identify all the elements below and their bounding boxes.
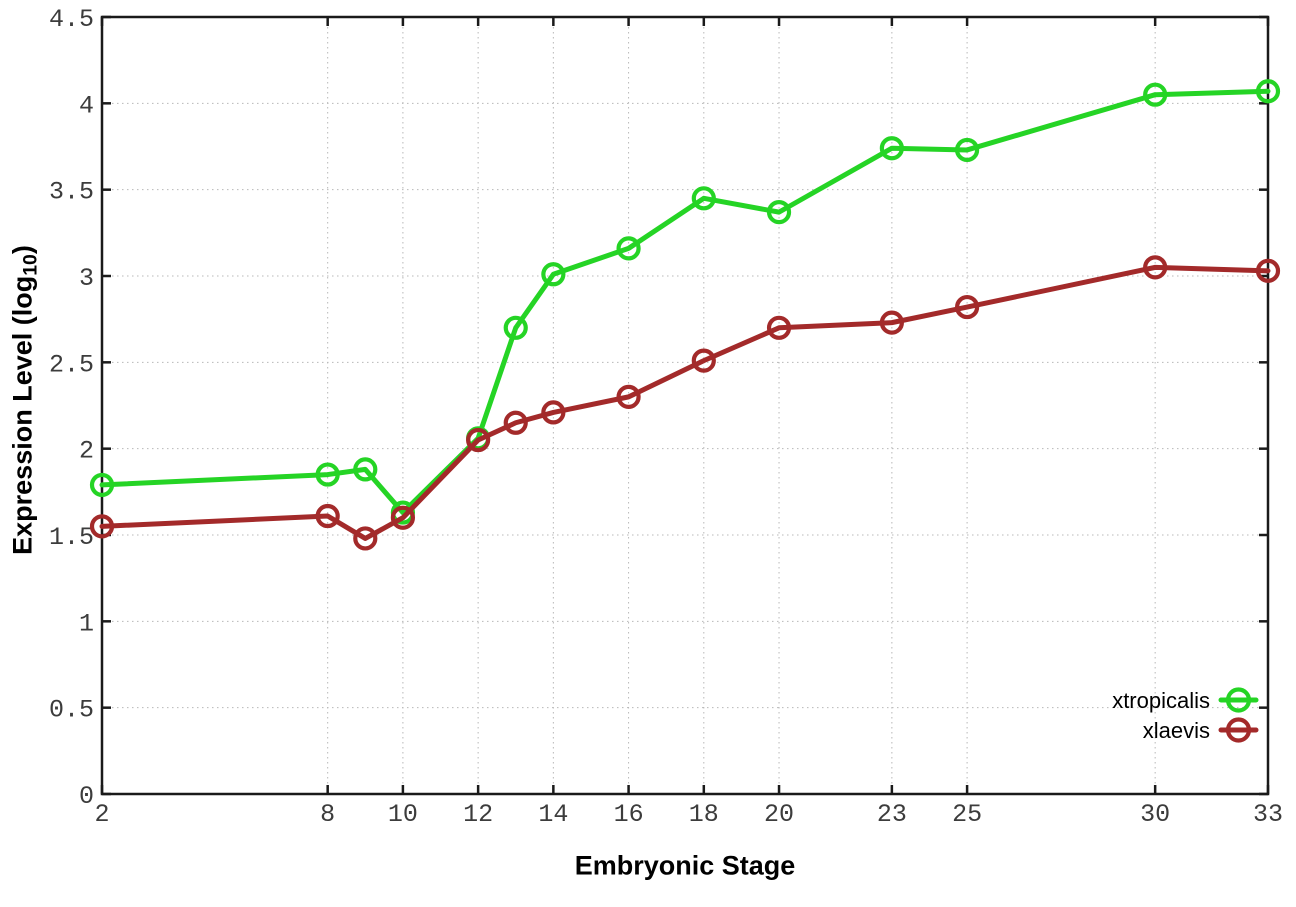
legend-label-xtropicalis: xtropicalis bbox=[1112, 688, 1210, 713]
data-point-xlaevis-18 bbox=[691, 348, 716, 373]
x-tick-label-20: 20 bbox=[764, 800, 794, 829]
data-point-xtropicalis-20 bbox=[766, 200, 792, 225]
y-tick-label-2: 2 bbox=[79, 437, 94, 466]
data-point-xtropicalis-14 bbox=[541, 262, 566, 287]
y-axis-title-text: Expression Level (log bbox=[7, 275, 38, 555]
y-axis-title-subscript: 10 bbox=[19, 254, 42, 276]
legend-sample-marker-xtropicalis bbox=[1225, 687, 1252, 713]
x-tick-label-12: 12 bbox=[463, 800, 493, 829]
data-point-xlaevis-8 bbox=[315, 503, 340, 529]
legend-label-xlaevis: xlaevis bbox=[1143, 718, 1210, 743]
x-tick-label-30: 30 bbox=[1140, 800, 1170, 829]
series-line-xtropicalis bbox=[99, 88, 1271, 516]
x-tick-label-8: 8 bbox=[320, 800, 335, 829]
data-point-xtropicalis-33 bbox=[1255, 79, 1281, 104]
data-point-xtropicalis-18 bbox=[691, 186, 716, 211]
data-point-xtropicalis-30 bbox=[1143, 82, 1168, 107]
data-point-xtropicalis-9 bbox=[353, 457, 378, 482]
data-point-xlaevis-9 bbox=[353, 526, 378, 551]
y-tick-label-3: 3 bbox=[79, 264, 94, 293]
x-tick-label-10: 10 bbox=[388, 800, 418, 829]
data-point-xlaevis-16 bbox=[616, 384, 641, 409]
x-tick-label-33: 33 bbox=[1253, 800, 1283, 829]
series-line-xlaevis bbox=[99, 264, 1271, 541]
x-tick-label-25: 25 bbox=[952, 800, 982, 829]
data-point-xlaevis-23 bbox=[879, 310, 904, 335]
y-axis-title-close: ) bbox=[7, 245, 38, 255]
y-tick-label-2.5: 2.5 bbox=[49, 350, 94, 379]
data-point-xlaevis-33 bbox=[1255, 258, 1281, 283]
data-point-xtropicalis-13 bbox=[503, 315, 528, 340]
data-point-xlaevis-20 bbox=[766, 315, 792, 340]
x-tick-label-18: 18 bbox=[689, 800, 719, 829]
data-point-xtropicalis-2 bbox=[89, 472, 115, 498]
y-tick-label-4: 4 bbox=[79, 91, 94, 120]
y-tick-label-3.5: 3.5 bbox=[49, 178, 94, 207]
data-point-xlaevis-2 bbox=[89, 514, 115, 539]
legend-sample-marker-xlaevis bbox=[1225, 717, 1252, 743]
data-point-xtropicalis-8 bbox=[315, 462, 340, 487]
y-tick-label-1: 1 bbox=[79, 609, 94, 638]
y-tick-label-0: 0 bbox=[79, 782, 94, 811]
data-point-xlaevis-14 bbox=[541, 400, 566, 425]
y-tick-label-1.5: 1.5 bbox=[49, 523, 94, 552]
x-tick-label-14: 14 bbox=[538, 800, 568, 829]
x-tick-label-2: 2 bbox=[94, 800, 109, 829]
x-axis-title: Embryonic Stage bbox=[574, 850, 796, 881]
data-point-xlaevis-25 bbox=[954, 294, 980, 320]
y-tick-label-4.5: 4.5 bbox=[49, 5, 94, 34]
data-point-xlaevis-10 bbox=[390, 505, 416, 530]
data-point-xlaevis-30 bbox=[1143, 255, 1168, 280]
data-point-xtropicalis-25 bbox=[954, 137, 980, 163]
data-point-xlaevis-12 bbox=[466, 427, 491, 453]
plot-border bbox=[100, 15, 1270, 796]
x-tick-label-16: 16 bbox=[614, 800, 644, 829]
data-point-xtropicalis-23 bbox=[879, 136, 904, 161]
y-tick-label-0.5: 0.5 bbox=[49, 696, 94, 725]
data-point-xtropicalis-16 bbox=[616, 236, 641, 261]
data-point-xlaevis-13 bbox=[503, 410, 528, 435]
x-tick-label-23: 23 bbox=[877, 800, 907, 829]
y-axis-title: Expression Level (log10) bbox=[7, 245, 42, 555]
